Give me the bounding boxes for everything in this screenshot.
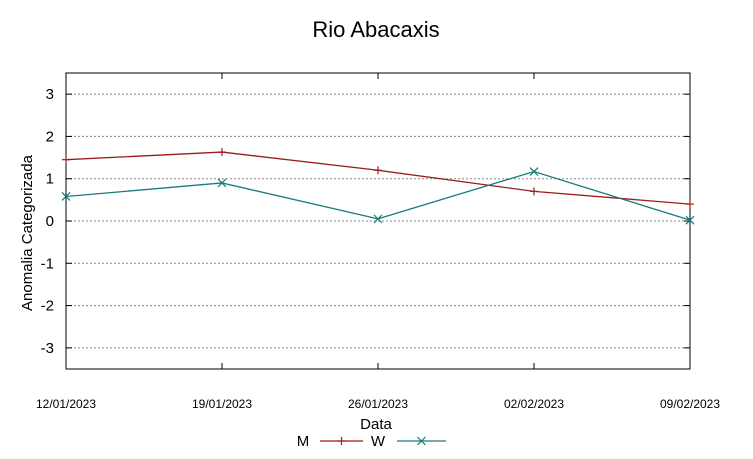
chart-title: Rio Abacaxis <box>312 17 439 42</box>
x-axis-label: Data <box>360 416 392 433</box>
y-tick-label: 0 <box>46 213 54 230</box>
series-line-M <box>65 151 691 205</box>
x-tick-label: 02/02/2023 <box>504 397 564 411</box>
y-axis-ticks: 3 2 1 0 -1 -2 -3 <box>41 86 690 357</box>
legend-label-M: M <box>297 433 310 450</box>
y-tick-label: -2 <box>41 298 54 315</box>
y-tick-label: 3 <box>46 86 54 103</box>
data-point-M <box>686 200 694 209</box>
legend-label-W: W <box>371 433 386 450</box>
data-point-W <box>217 178 227 188</box>
x-tick-label: 19/01/2023 <box>192 397 252 411</box>
data-point-W <box>685 215 695 225</box>
x-tick-label: 09/02/2023 <box>660 397 720 411</box>
data-point-M <box>374 166 382 175</box>
legend-marker-W <box>417 436 426 446</box>
data-point-M <box>62 155 70 164</box>
x-tick-label: 12/01/2023 <box>36 397 96 411</box>
data-point-W <box>529 167 539 176</box>
grid-lines <box>66 93 690 349</box>
data-point-W <box>373 214 383 224</box>
data-point-M <box>530 187 538 196</box>
y-tick-label: -1 <box>41 255 54 272</box>
legend-marker-M <box>337 437 346 445</box>
series-lines <box>61 148 695 225</box>
x-tick-label: 26/01/2023 <box>348 397 408 411</box>
data-point-W <box>61 192 71 201</box>
data-point-M <box>218 148 226 157</box>
x-axis-ticks: 12/01/2023 19/01/2023 26/01/2023 02/02/2023… <box>36 73 720 411</box>
y-tick-label: 2 <box>46 128 54 145</box>
y-tick-label: 1 <box>46 171 54 188</box>
y-tick-label: -3 <box>41 340 54 357</box>
y-axis-label: Anomalia Categorizada <box>19 154 36 311</box>
